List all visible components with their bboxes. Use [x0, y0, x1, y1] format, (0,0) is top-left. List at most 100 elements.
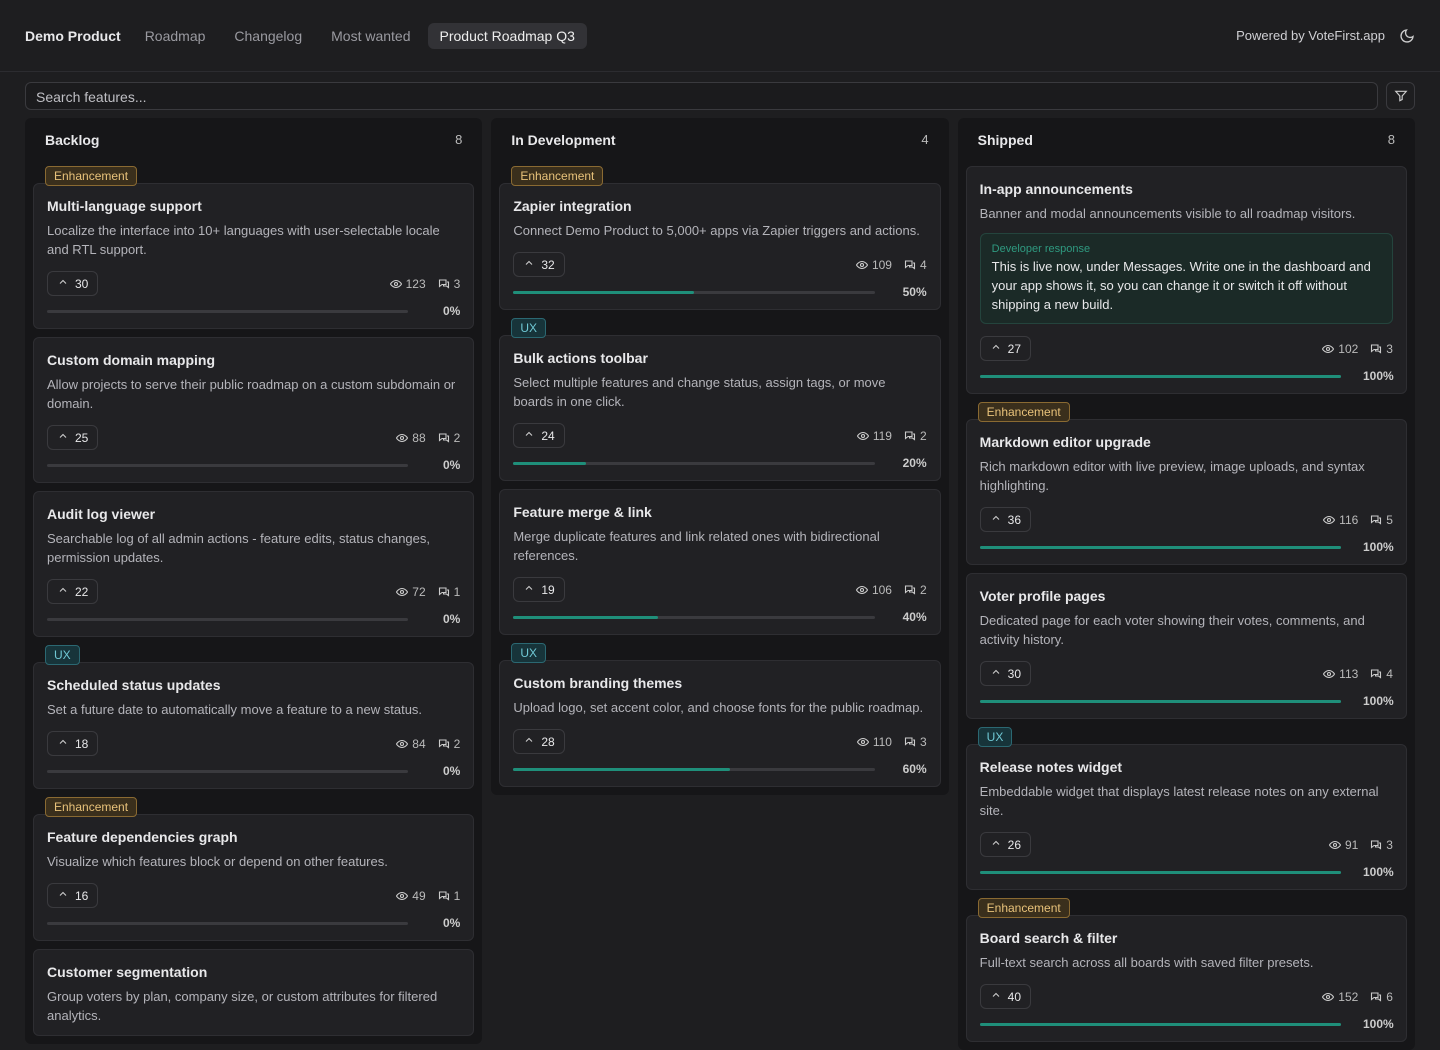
feature-card[interactable]: Markdown editor upgrade Rich markdown edi… [965, 419, 1407, 565]
progress-label: 0% [442, 764, 461, 778]
vote-count: 28 [541, 734, 555, 749]
nav-tab[interactable]: Roadmap [144, 27, 206, 44]
brand[interactable]: Demo Product [25, 27, 121, 44]
vote-button[interactable]: 36 [979, 507, 1032, 532]
column-count: 8 [1387, 132, 1395, 147]
feature-card[interactable]: Voter profile pages Dedicated page for ea… [965, 573, 1407, 719]
feature-card[interactable]: Feature dependencies graph Visualize whic… [33, 814, 475, 941]
vote-button[interactable]: 32 [513, 252, 565, 277]
card-wrap: Enhancement Feature dependencies graph Vis… [33, 797, 475, 941]
card-title: Multi-language support [47, 198, 202, 214]
nav-tab[interactable]: Product Roadmap Q3 [427, 22, 587, 49]
upvote-icon [990, 837, 1002, 852]
comment-icon [438, 890, 450, 902]
card-wrap: Customer segmentation Group voters by pla… [33, 949, 475, 1036]
view-count: 113 [1339, 666, 1359, 681]
nav-tab[interactable]: Most wanted [331, 27, 411, 44]
views: 152 [1322, 990, 1358, 1004]
filter-button[interactable] [1386, 82, 1415, 110]
feature-card[interactable]: Release notes widget Embeddable widget th… [965, 744, 1407, 890]
progress-track [513, 461, 875, 465]
column-header: In Development 4 [499, 118, 940, 158]
card-wrap: Enhancement Multi-language support Localiz… [33, 166, 475, 329]
column-title: Backlog [45, 132, 100, 148]
vote-button[interactable]: 30 [47, 271, 99, 296]
progress-track [47, 921, 409, 925]
feature-card[interactable]: Audit log viewer Searchable log of all ad… [33, 491, 475, 637]
comments: 6 [1370, 990, 1393, 1004]
comment-count: 4 [1386, 666, 1393, 681]
views: 102 [1322, 342, 1358, 356]
vote-button[interactable]: 18 [47, 731, 99, 756]
theme-toggle[interactable] [1399, 28, 1415, 44]
vote-button[interactable]: 19 [513, 577, 565, 602]
feature-card[interactable]: Board search & filter Full-text search ac… [965, 915, 1407, 1042]
top-nav: Demo Product Roadmap Changelog Most wanted… [0, 0, 1440, 72]
feature-card[interactable]: Bulk actions toolbar Select multiple feat… [499, 335, 941, 481]
progress: 100% [979, 1017, 1394, 1031]
progress-fill [513, 615, 658, 619]
progress-track [979, 1022, 1341, 1026]
progress: 40% [513, 610, 927, 624]
progress-track [979, 374, 1341, 378]
progress-fill [979, 1022, 1341, 1026]
card-title: Zapier integration [513, 198, 632, 214]
comments: 2 [438, 736, 461, 751]
card-description: Dedicated page for each voter showing th… [979, 613, 1365, 647]
vote-button[interactable]: 26 [979, 832, 1032, 857]
vote-button[interactable]: 25 [47, 425, 99, 450]
card-title: Release notes widget [979, 759, 1123, 775]
comments: 2 [438, 431, 460, 445]
progress-label: 100% [1362, 694, 1394, 708]
feature-card[interactable]: Multi-language support Localize the inter… [33, 183, 475, 329]
eye-icon [1323, 668, 1336, 680]
comment-count: 2 [919, 582, 927, 597]
vote-button[interactable]: 30 [979, 661, 1032, 686]
vote-button[interactable]: 22 [47, 579, 99, 604]
views: 110 [856, 735, 892, 749]
column-title: Shipped [977, 132, 1033, 148]
views: 113 [1323, 667, 1358, 681]
feature-card[interactable]: Custom domain mapping Allow projects to s… [33, 337, 475, 483]
comment-icon [1370, 514, 1382, 526]
tag: Enhancement [45, 797, 138, 817]
feature-card[interactable]: Feature merge & link Merge duplicate feat… [499, 489, 941, 635]
card-description: Set a future date to automatically move … [47, 702, 423, 717]
progress: 50% [513, 285, 927, 299]
card-description: Localize the interface into 10+ language… [47, 223, 440, 257]
eye-icon [855, 259, 868, 271]
view-count: 72 [412, 584, 426, 599]
stats: 84 2 [396, 737, 460, 751]
comment-icon [1370, 668, 1382, 680]
comment-count: 5 [1386, 512, 1393, 527]
vote-button[interactable]: 24 [513, 423, 565, 448]
comment-count: 3 [1386, 837, 1393, 852]
card-title: Scheduled status updates [47, 677, 221, 693]
tag: Enhancement [977, 402, 1070, 422]
comment-icon [1370, 343, 1382, 355]
view-count: 91 [1344, 837, 1359, 852]
comment-count: 2 [453, 736, 461, 751]
feature-card[interactable]: Custom branding themes Upload logo, set a… [499, 660, 941, 787]
card-description: Upload logo, set accent color, and choos… [513, 700, 924, 715]
vote-button[interactable]: 27 [979, 336, 1032, 361]
feature-card[interactable]: Scheduled status updates Set a future dat… [33, 662, 475, 789]
feature-card[interactable]: Zapier integration Connect Demo Product t… [499, 183, 941, 310]
stats: 152 6 [1322, 990, 1393, 1004]
vote-count: 24 [541, 428, 555, 443]
card-wrap: UX Custom branding themes Upload logo, set… [499, 643, 941, 787]
vote-button[interactable]: 28 [513, 729, 565, 754]
nav-tab[interactable]: Changelog [234, 27, 303, 44]
vote-button[interactable]: 40 [979, 984, 1032, 1009]
powered-by[interactable]: Powered by VoteFirst.app [1236, 28, 1385, 43]
search-input[interactable]: Search features... [25, 82, 1378, 110]
feature-card[interactable]: In-app announcements Banner and modal ann… [965, 166, 1407, 394]
card-wrap: Enhancement Markdown editor upgrade Rich m… [965, 402, 1407, 565]
vote-button[interactable]: 16 [47, 883, 99, 908]
feature-card[interactable]: Customer segmentation Group voters by pla… [33, 949, 475, 1036]
progress: 0% [47, 458, 460, 472]
column-count: 8 [455, 132, 463, 147]
card-title: Voter profile pages [979, 588, 1106, 604]
comments: 1 [438, 889, 460, 903]
card-wrap: UX Scheduled status updates Set a future d… [33, 645, 475, 789]
